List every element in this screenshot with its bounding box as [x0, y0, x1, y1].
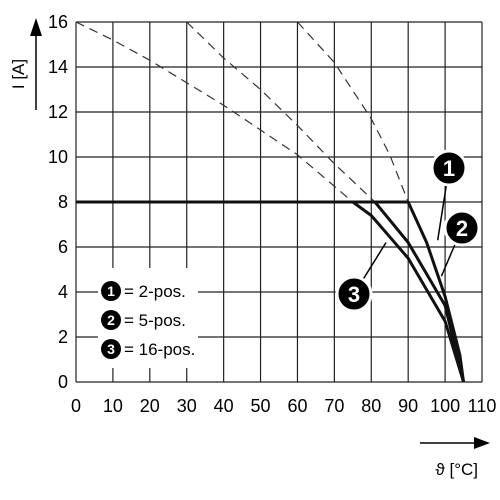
legend-badge-number: 1: [107, 283, 115, 299]
legend-badge-number: 3: [107, 341, 115, 357]
y-tick-label: 14: [48, 57, 68, 77]
y-tick-labels: 0 2 4 6 8 10 12 14 16: [48, 12, 68, 392]
x-tick-label: 0: [71, 396, 81, 416]
y-axis-label: I [A]: [9, 59, 28, 89]
callout-3-badge: [335, 275, 373, 313]
legend-entry-text: = 5-pos.: [124, 311, 186, 330]
x-tick-label: 70: [324, 396, 344, 416]
series-2-dashed-line: [186, 21, 376, 203]
x-tick-label: 10: [103, 396, 123, 416]
y-tick-label: 12: [48, 102, 68, 122]
series-layer: [75, 21, 466, 383]
x-tick-label: 40: [214, 396, 234, 416]
x-tick-label: 60: [287, 396, 307, 416]
x-axis-label: ϑ [°C]: [435, 460, 478, 479]
y-tick-label: 10: [48, 147, 68, 167]
x-tick-label: 20: [140, 396, 160, 416]
x-tick-labels: 0 10 20 30 40 50 60 70 80 90 100 110: [71, 396, 496, 416]
callout-1-number: 1: [443, 156, 455, 181]
y-tick-label: 4: [58, 282, 68, 302]
y-tick-label: 8: [58, 192, 68, 212]
callout-1-badge: [430, 149, 468, 187]
y-tick-label: 6: [58, 237, 68, 257]
x-tick-label: 110: [468, 396, 497, 416]
callout-2-number: 2: [456, 216, 468, 241]
y-tick-label: 0: [58, 372, 68, 392]
legend-badge-2: [101, 310, 121, 330]
legend: 1 = 2-pos. 2 = 5-pos. 3 = 16-pos.: [98, 268, 198, 368]
x-axis-arrow-head: [474, 437, 490, 449]
legend-badge-3: [101, 339, 121, 359]
y-axis-arrow-head: [30, 18, 42, 36]
series-3-line: [76, 200, 465, 383]
legend-entry-text: = 16-pos.: [124, 340, 195, 359]
x-tick-label: 80: [361, 396, 381, 416]
x-tick-label: 100: [430, 396, 460, 416]
x-tick-label: 50: [251, 396, 271, 416]
y-tick-label: 2: [58, 327, 68, 347]
callouts: 1 2 3: [335, 149, 481, 313]
series-3-dashed-line: [75, 21, 354, 203]
legend-entry-text: = 2-pos.: [124, 282, 186, 301]
callout-2-badge: [443, 209, 481, 247]
x-tick-label: 30: [177, 396, 197, 416]
series-1-dashed-line: [297, 21, 409, 203]
y-tick-label: 16: [48, 12, 68, 32]
x-tick-label: 90: [398, 396, 418, 416]
legend-badge-1: [101, 281, 121, 301]
callout-3-number: 3: [348, 282, 360, 307]
legend-badge-number: 2: [107, 312, 115, 328]
